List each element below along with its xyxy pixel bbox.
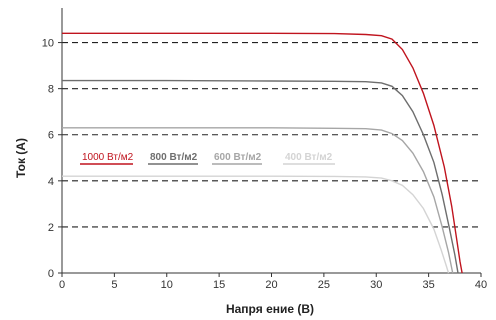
legend: 1000 Вт/м2 800 Вт/м2 600 Вт/м2 400 Вт/м2 xyxy=(80,152,335,165)
series-line xyxy=(62,32,463,274)
axes: 0 5 10 15 20 25 30 35 40 0 2 4 6 8 10 xyxy=(42,8,487,291)
x-tick-label: 25 xyxy=(318,279,330,291)
series-lines xyxy=(62,32,463,274)
y-tick-label: 10 xyxy=(42,38,54,50)
y-tick-label: 0 xyxy=(48,268,54,280)
x-tick-label: 30 xyxy=(370,279,382,291)
legend-label: 1000 Вт/м2 xyxy=(82,152,134,163)
x-tick-label: 15 xyxy=(213,279,225,291)
y-tick-label: 2 xyxy=(48,222,54,234)
y-tick-label: 8 xyxy=(48,84,54,96)
y-tick-label: 4 xyxy=(48,176,54,188)
grid-lines xyxy=(62,42,481,228)
x-tick-label: 40 xyxy=(475,279,487,291)
x-tick-label: 35 xyxy=(423,279,435,291)
x-tick-label: 0 xyxy=(59,279,65,291)
series-line xyxy=(62,175,450,274)
x-axis-title: Напря ение (В) xyxy=(226,302,314,316)
x-tick-label: 10 xyxy=(161,279,173,291)
series-line xyxy=(62,79,459,274)
y-tick-label: 6 xyxy=(48,130,54,142)
legend-label: 800 Вт/м2 xyxy=(150,152,198,163)
x-tick-label: 20 xyxy=(265,279,277,291)
x-tick-label: 5 xyxy=(111,279,117,291)
legend-label: 600 Вт/м2 xyxy=(214,152,262,163)
legend-label: 400 Вт/м2 xyxy=(285,152,333,163)
series-line xyxy=(62,127,454,274)
y-axis-title: Ток (А) xyxy=(14,138,28,178)
